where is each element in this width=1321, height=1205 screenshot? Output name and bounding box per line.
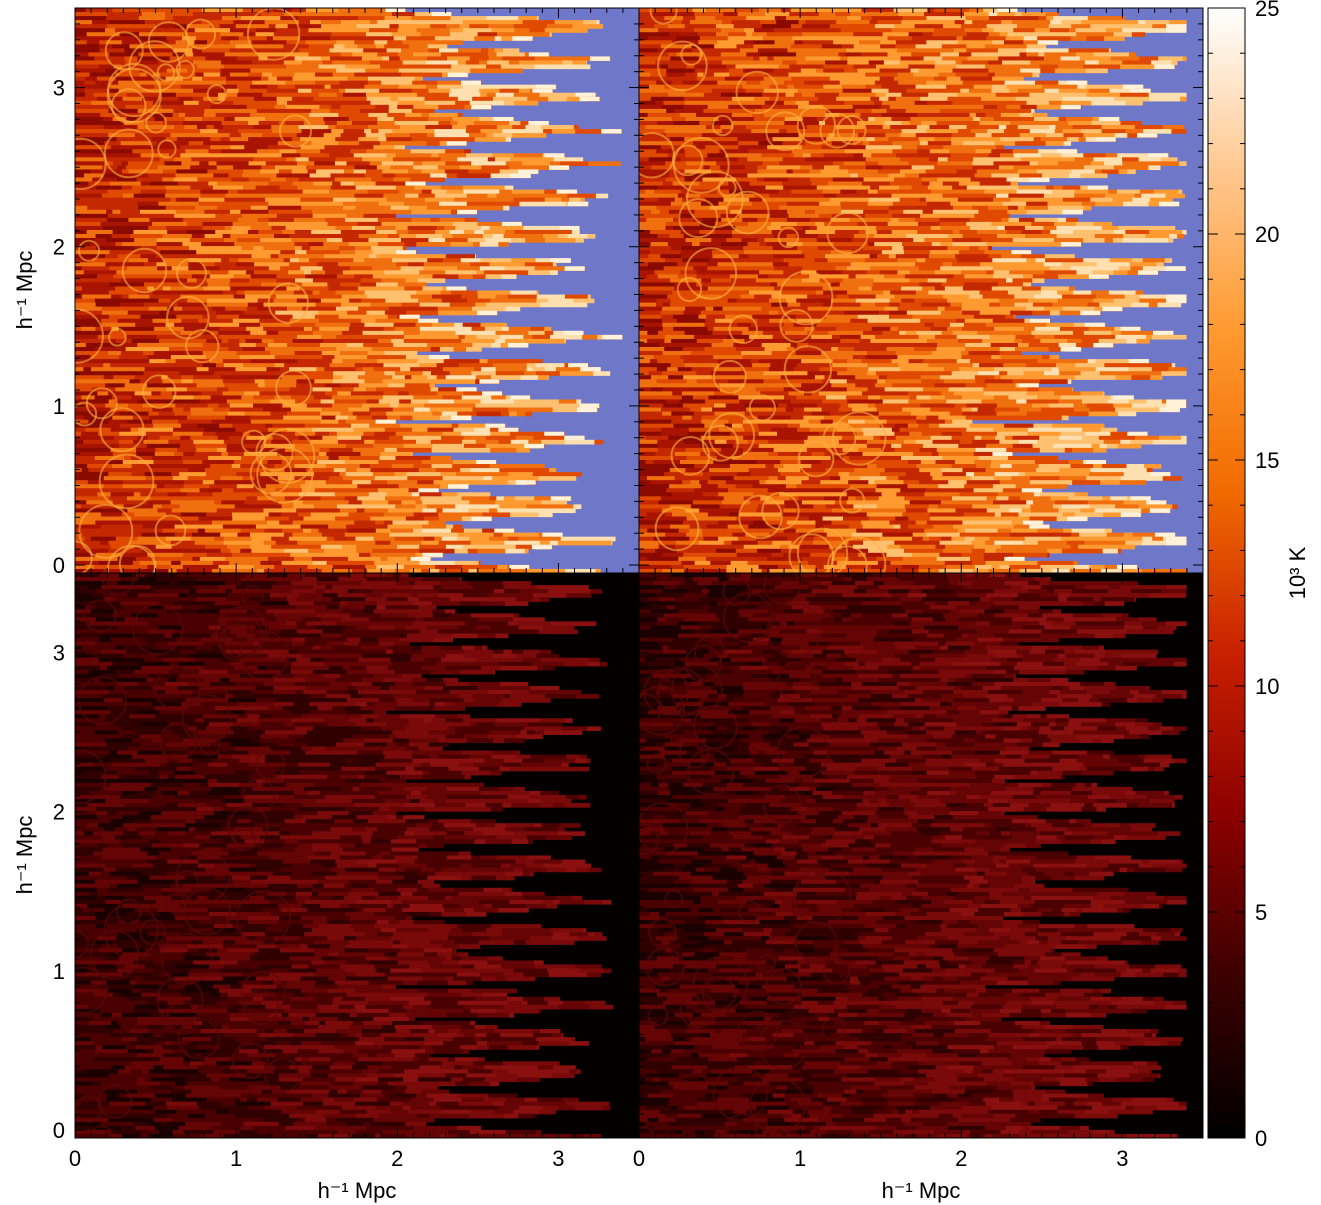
x-tick-label: 3 (552, 1146, 564, 1171)
colorbar-ticks: 0 5 10 15 20 25 (1208, 0, 1279, 1151)
colorbar-tick-label: 10 (1255, 674, 1279, 699)
xlabel-left: h⁻¹ Mpc (318, 1178, 397, 1203)
y-tick-label: 2 (53, 800, 65, 825)
colorbar-tick-label: 15 (1255, 448, 1279, 473)
colorbar-gradient (1207, 7, 1246, 1139)
x-tick-label: 2 (955, 1146, 967, 1171)
x-tick-label: 2 (391, 1146, 403, 1171)
panels-group (74, 7, 1204, 1139)
ticks-top-right (638, 7, 1204, 573)
panel-bottom-right (638, 572, 1204, 1139)
colorbar-label: 10³ K (1285, 546, 1310, 599)
colorbar-tick-label: 20 (1255, 222, 1279, 247)
y-tick-label: 1 (53, 394, 65, 419)
x-tick-label: 0 (69, 1146, 81, 1171)
x-tick-label: 1 (794, 1146, 806, 1171)
panel-top-left (74, 7, 640, 574)
y-tick-label: 0 (53, 553, 65, 578)
y-tick-label: 0 (53, 1118, 65, 1143)
colorbar-tick-label: 5 (1255, 900, 1267, 925)
axis-labels: h⁻¹ Mpc h⁻¹ Mpc h⁻¹ Mpc h⁻¹ Mpc (12, 251, 960, 1203)
panel-bottom-left (74, 572, 640, 1139)
y-tick-label: 2 (53, 235, 65, 260)
colorbar-tick-label: 25 (1255, 0, 1279, 21)
ticks-bottom-left: 0 1 2 3 0 1 2 3 (53, 572, 640, 1171)
axes-group: 0 1 2 3 0 1 2 3 0 1 2 3 0 1 2 3 (53, 7, 1204, 1171)
y-tick-label: 3 (53, 76, 65, 101)
panel-top-right (638, 7, 1204, 574)
ticks-bottom-right: 0 1 2 3 (633, 572, 1204, 1171)
xlabel-right: h⁻¹ Mpc (882, 1178, 961, 1203)
ylabel-top: h⁻¹ Mpc (12, 251, 37, 330)
panel-frame (638, 572, 1204, 1139)
ylabel-bottom: h⁻¹ Mpc (12, 816, 37, 895)
x-tick-label: 1 (230, 1146, 242, 1171)
colorbar-tick-label: 0 (1255, 1126, 1267, 1151)
x-tick-label: 3 (1116, 1146, 1128, 1171)
y-tick-label: 1 (53, 959, 65, 984)
y-tick-label: 3 (53, 641, 65, 666)
x-tick-label: 0 (633, 1146, 645, 1171)
colorbar: 0 5 10 15 20 25 10³ K (1207, 0, 1310, 1151)
ticks-top-left: 0 1 2 3 (53, 7, 640, 578)
